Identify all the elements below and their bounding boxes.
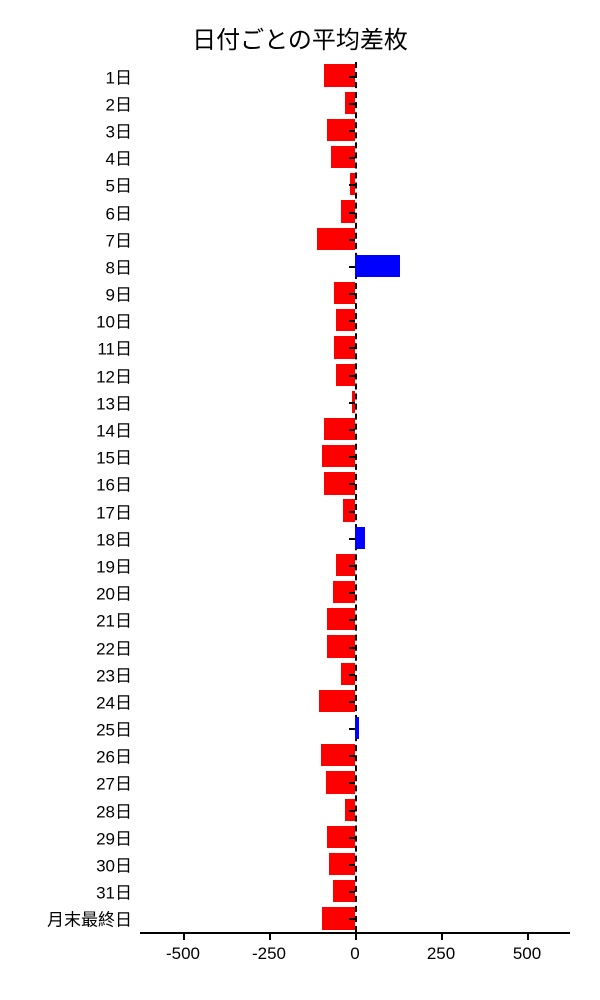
y-tick xyxy=(349,293,355,295)
y-tick-label: 22日 xyxy=(96,634,132,659)
y-tick xyxy=(349,320,355,322)
x-tick xyxy=(441,932,443,940)
y-tick xyxy=(349,592,355,594)
y-tick-label: 14日 xyxy=(96,417,132,442)
y-tick-label: 24日 xyxy=(96,688,132,713)
y-tick xyxy=(349,157,355,159)
x-tick-label: 250 xyxy=(427,944,455,964)
y-tick xyxy=(349,565,355,567)
y-tick-label: 10日 xyxy=(96,308,132,333)
y-tick xyxy=(349,810,355,812)
y-tick-label: 9日 xyxy=(106,281,132,306)
chart-title: 日付ごとの平均差枚 xyxy=(0,20,600,55)
y-tick-label: 23日 xyxy=(96,661,132,686)
y-tick xyxy=(349,375,355,377)
y-tick-label: 5日 xyxy=(106,172,132,197)
y-tick xyxy=(349,864,355,866)
x-tick xyxy=(269,932,271,940)
plot-area: 1日2日3日4日5日6日7日8日9日10日11日12日13日14日15日16日1… xyxy=(140,62,570,932)
x-tick-label: 500 xyxy=(513,944,541,964)
y-tick-label: 30日 xyxy=(96,852,132,877)
y-tick-label: 3日 xyxy=(106,117,132,142)
y-tick-label: 月末最終日 xyxy=(47,906,132,931)
y-tick xyxy=(349,456,355,458)
x-tick-label: -500 xyxy=(166,944,200,964)
y-tick xyxy=(349,701,355,703)
y-tick xyxy=(349,891,355,893)
y-tick xyxy=(349,728,355,730)
y-tick xyxy=(349,76,355,78)
y-tick-label: 15日 xyxy=(96,444,132,469)
bar xyxy=(355,527,365,549)
y-tick xyxy=(349,647,355,649)
y-tick xyxy=(349,184,355,186)
y-tick xyxy=(349,619,355,621)
x-tick xyxy=(527,932,529,940)
y-tick-label: 17日 xyxy=(96,498,132,523)
y-tick xyxy=(349,837,355,839)
bar xyxy=(355,717,359,739)
y-tick xyxy=(349,483,355,485)
y-tick-label: 16日 xyxy=(96,471,132,496)
zero-line xyxy=(355,62,357,932)
bar xyxy=(355,255,400,277)
x-tick xyxy=(355,932,357,940)
y-tick-label: 18日 xyxy=(96,525,132,550)
y-tick xyxy=(349,538,355,540)
y-tick xyxy=(349,674,355,676)
chart-page: 日付ごとの平均差枚 1日2日3日4日5日6日7日8日9日10日11日12日13日… xyxy=(0,0,600,1000)
y-tick-label: 7日 xyxy=(106,226,132,251)
y-tick-label: 21日 xyxy=(96,607,132,632)
y-tick xyxy=(349,511,355,513)
y-tick-label: 19日 xyxy=(96,552,132,577)
y-tick xyxy=(349,266,355,268)
y-tick xyxy=(349,347,355,349)
y-tick xyxy=(349,755,355,757)
y-tick-label: 20日 xyxy=(96,580,132,605)
y-tick-label: 11日 xyxy=(97,335,132,360)
y-tick xyxy=(349,782,355,784)
y-tick xyxy=(349,103,355,105)
y-tick-label: 31日 xyxy=(96,879,132,904)
y-tick-label: 28日 xyxy=(96,797,132,822)
x-tick-label: -250 xyxy=(252,944,286,964)
y-tick xyxy=(349,239,355,241)
y-tick-label: 29日 xyxy=(96,824,132,849)
y-tick xyxy=(349,212,355,214)
y-tick-label: 6日 xyxy=(106,199,132,224)
y-tick-label: 13日 xyxy=(96,389,132,414)
y-tick xyxy=(349,429,355,431)
y-tick-label: 8日 xyxy=(106,253,132,278)
y-tick-label: 12日 xyxy=(96,362,132,387)
x-tick xyxy=(183,932,185,940)
y-tick-label: 25日 xyxy=(96,716,132,741)
y-tick-label: 2日 xyxy=(106,90,132,115)
y-tick xyxy=(349,918,355,920)
y-tick-label: 1日 xyxy=(106,63,132,88)
y-tick xyxy=(349,402,355,404)
y-tick-label: 27日 xyxy=(96,770,132,795)
y-tick-label: 26日 xyxy=(96,743,132,768)
x-tick-label: 0 xyxy=(350,944,359,964)
y-tick-label: 4日 xyxy=(106,145,132,170)
y-tick xyxy=(349,130,355,132)
